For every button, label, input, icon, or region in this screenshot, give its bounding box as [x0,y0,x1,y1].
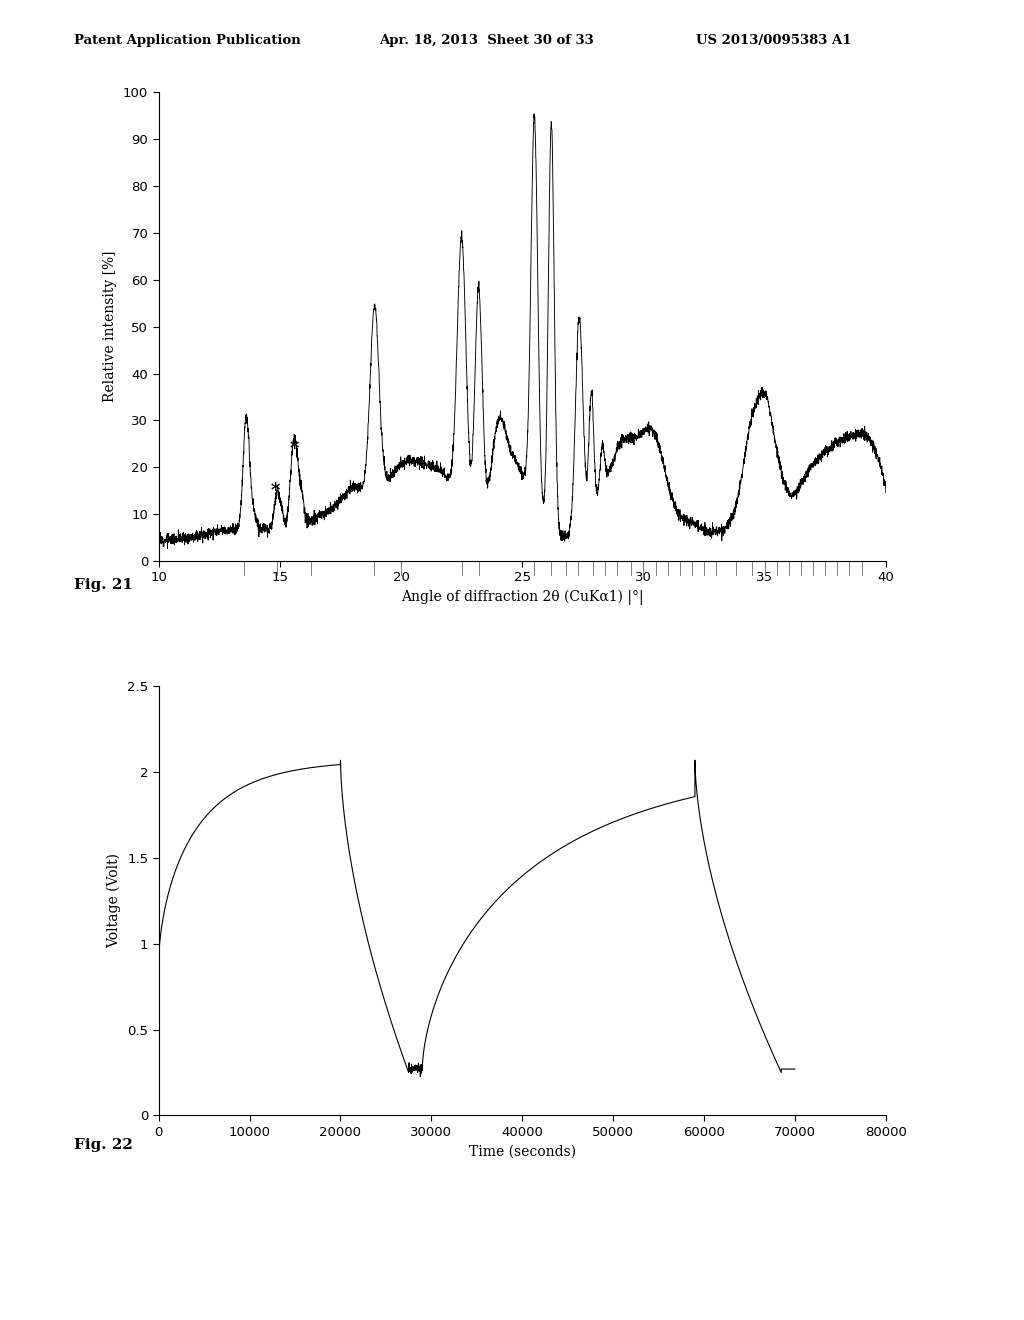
Text: Apr. 18, 2013  Sheet 30 of 33: Apr. 18, 2013 Sheet 30 of 33 [379,34,594,48]
Text: *: * [270,482,280,500]
Text: Fig. 21: Fig. 21 [74,578,133,593]
Y-axis label: Voltage (Volt): Voltage (Volt) [108,854,122,948]
Text: *: * [290,440,299,458]
Text: Fig. 22: Fig. 22 [74,1138,132,1152]
X-axis label: Angle of diffraction 2θ (CuKα1) |°|: Angle of diffraction 2θ (CuKα1) |°| [401,590,643,606]
Text: US 2013/0095383 A1: US 2013/0095383 A1 [696,34,852,48]
X-axis label: Time (seconds): Time (seconds) [469,1144,575,1159]
Y-axis label: Relative intensity [%]: Relative intensity [%] [103,251,118,403]
Text: Patent Application Publication: Patent Application Publication [74,34,300,48]
